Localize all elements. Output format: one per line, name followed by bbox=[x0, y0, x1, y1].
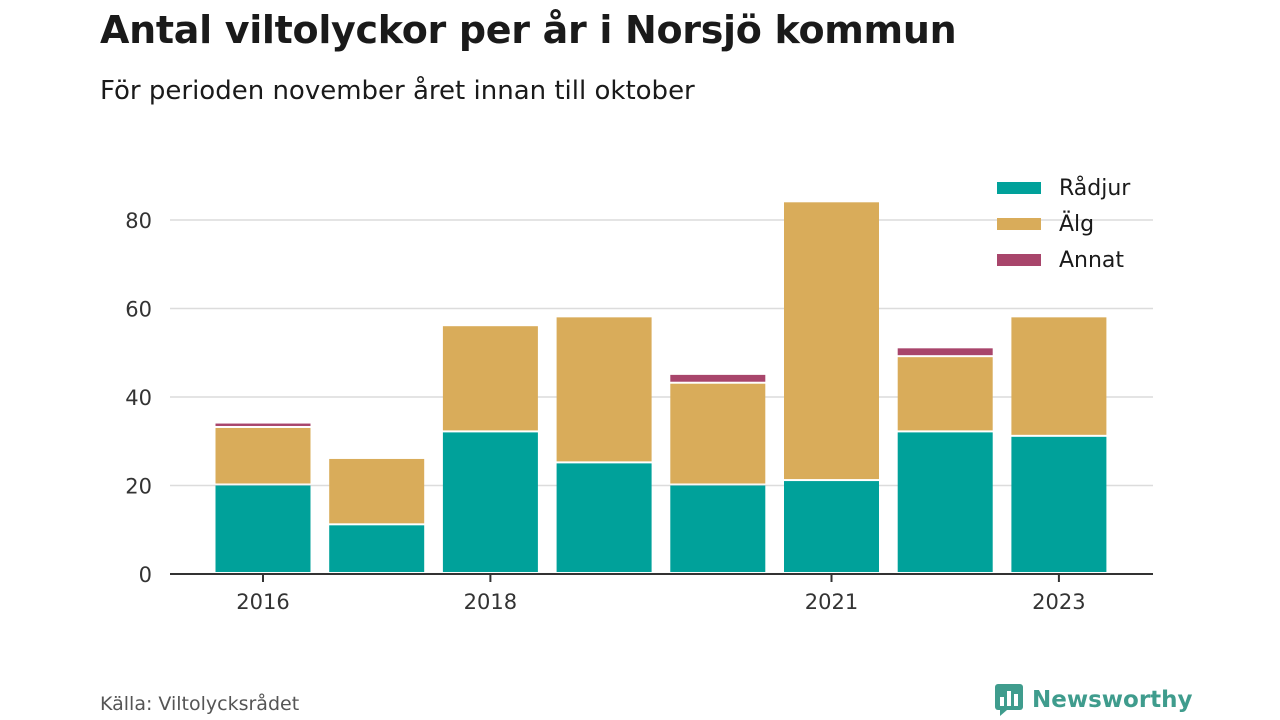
bar-segment bbox=[329, 525, 425, 572]
bar-segment bbox=[1011, 317, 1107, 435]
bar-segment bbox=[556, 463, 652, 572]
bar-segment bbox=[784, 481, 879, 572]
source-note: Källa: Viltolycksrådet bbox=[100, 693, 300, 715]
chart-title: Antal viltolyckor per år i Norsjö kommun bbox=[100, 8, 957, 52]
x-tick-label: 2018 bbox=[464, 590, 517, 614]
legend-item[interactable]: Annat bbox=[997, 242, 1130, 278]
x-tick-label: 2023 bbox=[1032, 590, 1085, 614]
bar-segment bbox=[897, 432, 993, 572]
legend-label: Annat bbox=[1059, 247, 1125, 273]
legend-swatch bbox=[997, 182, 1041, 194]
bar-segment bbox=[670, 374, 766, 382]
bar-segment bbox=[215, 485, 311, 572]
y-tick-label: 40 bbox=[125, 386, 152, 410]
bar-segment bbox=[670, 383, 766, 484]
legend-swatch bbox=[997, 254, 1041, 266]
chart-subtitle: För perioden november året innan till ok… bbox=[100, 76, 695, 106]
bar-segment bbox=[556, 317, 652, 462]
legend-item[interactable]: Rådjur bbox=[997, 170, 1130, 206]
bar-segment bbox=[784, 202, 879, 480]
bar-segment bbox=[442, 432, 538, 572]
newsworthy-logo[interactable]: Newsworthy bbox=[994, 683, 1193, 717]
bar-segment bbox=[1011, 436, 1107, 572]
y-tick-label: 80 bbox=[125, 209, 152, 233]
newsworthy-logo-text: Newsworthy bbox=[1032, 687, 1193, 713]
bar-segment bbox=[215, 427, 311, 484]
legend-swatch bbox=[997, 218, 1041, 230]
bar-segment bbox=[897, 357, 993, 431]
x-tick-label: 2016 bbox=[236, 590, 289, 614]
chart-legend: Rådjur Älg Annat bbox=[997, 170, 1130, 278]
y-tick-label: 0 bbox=[139, 563, 152, 587]
bar-segment bbox=[442, 326, 538, 431]
bar-segment bbox=[670, 485, 766, 572]
legend-label: Älg bbox=[1059, 211, 1095, 237]
bar-segment bbox=[215, 423, 311, 426]
legend-label: Rådjur bbox=[1059, 175, 1131, 201]
legend-item[interactable]: Älg bbox=[997, 206, 1130, 242]
x-tick-label: 2021 bbox=[805, 590, 858, 614]
y-tick-label: 60 bbox=[125, 298, 152, 322]
bar-segment bbox=[329, 458, 425, 524]
y-tick-label: 20 bbox=[125, 475, 152, 499]
newsworthy-logo-icon bbox=[995, 684, 1023, 716]
bar-segment bbox=[897, 348, 993, 356]
